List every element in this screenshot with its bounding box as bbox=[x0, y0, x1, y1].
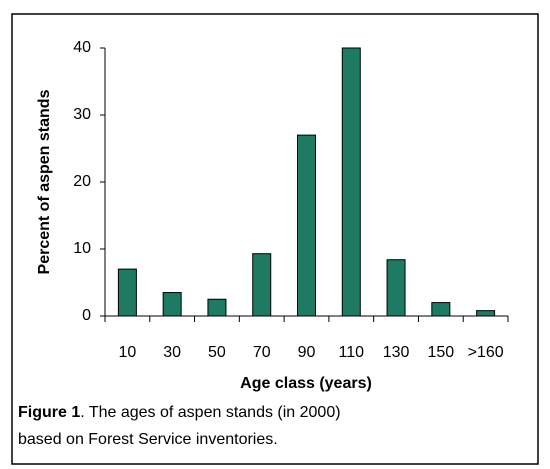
bar bbox=[117, 268, 137, 317]
y-tick-label: 0 bbox=[82, 307, 91, 324]
y-axis-title: Percent of aspen stands bbox=[36, 89, 53, 274]
x-tick-label: 90 bbox=[298, 344, 316, 361]
y-tick-label: 30 bbox=[73, 106, 91, 123]
x-axis-title: Age class (years) bbox=[240, 375, 372, 392]
x-tick-label: 70 bbox=[253, 344, 271, 361]
figure-border bbox=[11, 13, 539, 465]
bar bbox=[476, 310, 496, 317]
bar bbox=[207, 298, 227, 317]
x-tick-label: 150 bbox=[427, 344, 454, 361]
x-tick-label: 130 bbox=[383, 344, 410, 361]
x-tick-label: >160 bbox=[468, 344, 504, 361]
bar bbox=[297, 134, 316, 317]
caption-text: based on Forest Service inventories. bbox=[18, 431, 278, 448]
caption-label: Figure 1 bbox=[18, 404, 80, 421]
bar bbox=[431, 302, 451, 317]
x-tick-label: 30 bbox=[163, 344, 181, 361]
x-tick-label: 110 bbox=[339, 344, 365, 361]
y-tick-label: 40 bbox=[73, 39, 91, 56]
x-tick-label: 10 bbox=[118, 344, 136, 361]
y-tick-label: 20 bbox=[73, 173, 91, 190]
y-tick-label: 10 bbox=[73, 240, 91, 257]
bar bbox=[162, 292, 182, 317]
bar bbox=[252, 253, 272, 317]
bar bbox=[386, 259, 406, 317]
x-tick-label: 50 bbox=[208, 344, 226, 361]
caption-text: . The ages of aspen stands (in 2000) bbox=[80, 404, 340, 421]
caption-line: Figure 1. The ages of aspen stands (in 2… bbox=[18, 404, 341, 421]
bar bbox=[341, 47, 361, 317]
